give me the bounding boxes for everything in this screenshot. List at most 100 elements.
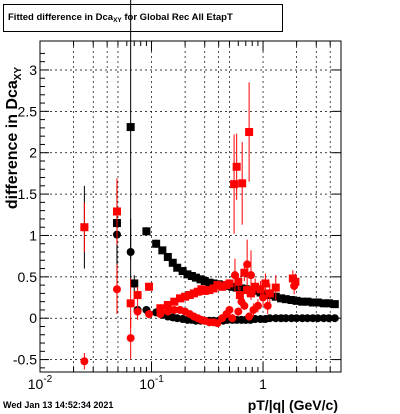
data-point-square [163,300,172,309]
data-point-square [200,286,209,295]
data-point-square [142,227,151,236]
data-point-circle [263,301,272,310]
chart-title-prefix: Fitted difference in Dca [8,12,114,23]
data-point-square [205,278,214,287]
data-point-square [330,300,339,309]
data-point-circle [324,314,333,323]
data-point-circle [145,310,154,319]
data-point-circle [213,319,222,328]
data-point-square [235,291,244,300]
data-point-circle [259,293,268,302]
series-3 [80,239,299,370]
data-point-square [205,286,214,295]
data-point-circle [265,314,274,323]
data-point-square [232,283,241,292]
data-point-square [168,258,177,267]
data-point-square [238,179,247,188]
data-point-square [218,282,227,291]
data-point-circle [133,307,142,316]
y-tick-label: 2 [29,145,37,161]
data-point-square [308,298,317,307]
data-point-square [200,276,209,285]
data-point-circle [245,312,254,321]
data-point-square [234,277,243,286]
data-point-square [303,297,312,306]
series-2 [80,82,300,329]
y-tick-label: 2.5 [18,103,38,119]
data-point-square [232,162,241,171]
data-point-square [191,273,200,282]
data-point-circle [281,314,290,323]
x-axis-label: pT/|q| (GeV/c) [248,397,338,413]
data-point-circle [112,285,121,294]
data-point-square [225,279,234,288]
data-point-square [133,291,142,300]
data-point-square [145,282,154,291]
data-point-square [130,279,139,288]
data-point-square [271,283,280,292]
data-point-circle [234,307,243,316]
x-tick-label: 10-1 [139,374,164,392]
data-point-square [230,180,239,189]
y-axis-label-main: difference in Dca [4,80,21,209]
y-tick-label: 1.5 [18,186,38,202]
data-marks [80,0,339,370]
data-point-circle [240,301,249,310]
data-point-square [156,304,165,313]
data-point-square [292,296,301,305]
data-point-square [251,282,260,291]
data-point-square [256,285,265,294]
data-point-square [80,223,89,232]
data-point-square [261,290,270,299]
data-point-square [173,263,182,272]
data-point-square [213,281,222,290]
data-point-square [178,267,187,276]
data-point-square [163,252,172,261]
data-point-square [281,295,290,304]
y-tick-label: 0 [29,310,37,326]
data-point-circle [253,301,262,310]
data-point-square [152,239,161,248]
data-point-circle [225,305,234,314]
data-point-circle [228,314,237,323]
data-point-circle [156,310,165,319]
data-point-circle [303,314,312,323]
data-point-square [196,275,205,284]
data-point-circle [292,314,301,323]
y-axis-label-sub: XY [13,67,24,81]
y-tick-label: -0.5 [13,352,37,368]
data-point-square [187,272,196,281]
data-point-circle [126,248,135,257]
data-point-circle [230,271,239,280]
timestamp: Wed Jan 13 14:52:34 2021 [3,400,114,410]
chart-title-subscript: XY [113,17,122,24]
data-point-square [287,296,296,305]
y-axis-label: difference in DcaXY [4,67,24,210]
plot-frame [39,40,342,373]
data-point-square [240,268,249,277]
data-point-square [175,294,184,303]
data-point-circle [163,307,172,316]
data-point-square [277,294,286,303]
data-point-square [237,284,246,293]
data-point-square [324,299,333,308]
data-point-square [183,270,192,279]
data-point-circle [247,271,256,280]
y-tick-label: 0.5 [18,269,38,285]
series-0 [112,0,339,309]
chart-title-suffix: for Global Rec All EtapT [121,12,233,23]
data-point-square [181,292,190,301]
y-tick-label: 1 [29,227,37,243]
data-point-circle [313,314,322,323]
data-point-square [319,299,328,308]
data-point-circle [290,281,299,290]
y-tick-label: 3 [29,62,37,78]
data-point-square [112,207,121,216]
data-point-square [170,297,179,306]
data-point-circle [80,357,89,366]
data-point-square [265,289,274,298]
data-point-square [245,128,254,137]
data-point-circle [170,305,179,314]
data-point-square [126,123,135,132]
